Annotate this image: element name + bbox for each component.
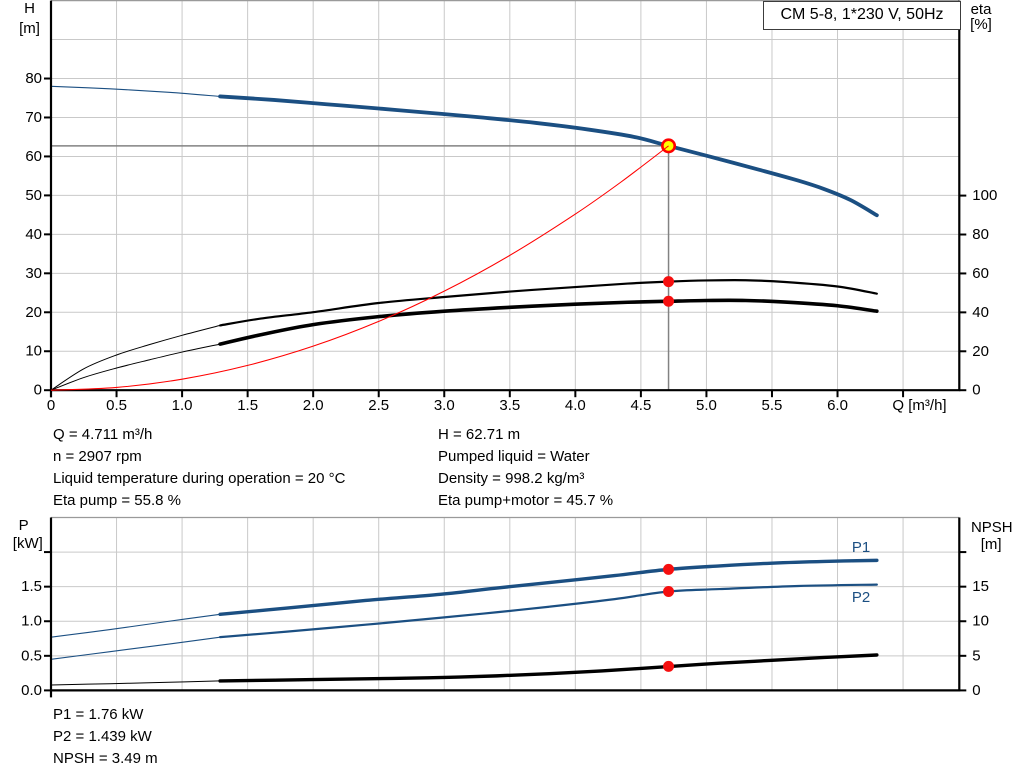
- x-tick-label: 1.0: [172, 397, 193, 414]
- x-tick-label: 4.5: [630, 397, 651, 414]
- y-left-tick-label: 10: [25, 343, 42, 360]
- x-tick-label: 5.5: [762, 397, 783, 414]
- p2-power-curve: [219, 583, 878, 639]
- x-tick-label: 5.0: [696, 397, 717, 414]
- pump-head-curve: [50, 85, 221, 97]
- eta-pump-duty-dot: [663, 276, 675, 288]
- npsh-curve: [218, 653, 879, 683]
- y-left-tick-label: 50: [25, 187, 42, 204]
- npsh-duty-dot: [663, 660, 675, 672]
- y-right-tick-label: 5: [972, 647, 980, 664]
- info-flow: Q = 4.711 m³/h: [53, 425, 153, 443]
- p1-duty-dot: [663, 563, 675, 575]
- p2-duty-dot: [663, 586, 675, 598]
- y-right-tick-label: 0: [972, 682, 980, 699]
- system-curve: [50, 145, 669, 391]
- chart-title-box: CM 5-8, 1*230 V, 50Hz: [763, 1, 961, 30]
- npsh-axis-title: NPSH: [970, 518, 1013, 536]
- y-right-tick-label: 10: [972, 613, 989, 630]
- head-efficiency-chart: 0 0.5 1.0 1.5 2.0 2.5 3.0 3.5 4.0 4.5 5.0 5.5 6.0 0 10…: [25, 0, 997, 414]
- info-density: Density = 998.2 kg/m³: [438, 469, 585, 487]
- chart-title: CM 5-8, 1*230 V, 50Hz: [780, 6, 944, 24]
- eta-pump-motor-curve: [50, 343, 221, 391]
- p1-power-curve: [50, 613, 221, 638]
- x-tick-label: 3.5: [499, 397, 520, 414]
- y-right-tick-label: 0: [972, 382, 980, 399]
- x-tick-label: 2.0: [303, 397, 324, 414]
- y-left-tick-label: 60: [25, 148, 42, 165]
- power-info-column: P1 = 1.76 kW P2 = 1.439 kW NPSH = 3.49 m: [53, 704, 158, 770]
- info-eta-pump-motor: Eta pump+motor = 45.7 %: [438, 491, 614, 509]
- y-right-tick-label: 80: [972, 226, 989, 243]
- y-left-tick-label: 80: [25, 70, 42, 87]
- eta-pump-motor-duty-dot: [663, 295, 675, 307]
- eta-pump-curve: [50, 324, 221, 391]
- eta-pump-motor-curve: [218, 298, 879, 346]
- duty-info-right-column: H = 62.71 m Pumped liquid = Water Densit…: [438, 424, 613, 512]
- info-eta-pump: Eta pump = 55.8 %: [53, 491, 181, 509]
- y-left-tick-label: 70: [25, 109, 42, 126]
- head-axis-title: H: [24, 0, 35, 17]
- x-tick-label: 6.0: [827, 397, 848, 414]
- p1-curve-label: P1: [851, 539, 871, 557]
- info-liquid-temperature: Liquid temperature during operation = 20…: [53, 469, 346, 487]
- eta-axis-unit: [%]: [970, 15, 992, 33]
- y-right-tick-label: 100: [972, 187, 997, 204]
- x-tick-label: 1.5: [237, 397, 258, 414]
- x-tick-label: 3.0: [434, 397, 455, 414]
- eta-pump-curve: [219, 279, 878, 327]
- y-right-tick-label: 15: [972, 578, 989, 595]
- x-tick-label: 2.5: [368, 397, 389, 414]
- y-right-tick-label: 60: [972, 265, 989, 282]
- info-p2: P2 = 1.439 kW: [53, 727, 152, 745]
- flow-axis-title: Q [m³/h]: [892, 396, 947, 414]
- pump-head-curve: [218, 94, 879, 218]
- info-p1: P1 = 1.76 kW: [53, 705, 144, 723]
- npsh-axis-unit: [m]: [980, 536, 1002, 554]
- info-pumped-liquid: Pumped liquid = Water: [438, 447, 590, 465]
- p1-power-curve: [218, 558, 879, 617]
- power-npsh-chart: 0.0 0.5 1.0 1.5 0 5 10 15: [21, 516, 989, 699]
- info-npsh: NPSH = 3.49 m: [53, 749, 158, 767]
- duty-info-left-column: Q = 4.711 m³/h n = 2907 rpm Liquid tempe…: [53, 424, 345, 512]
- y-right-tick-label: 20: [972, 343, 989, 360]
- x-tick-label: 0: [47, 397, 55, 414]
- power-axis-unit: [kW]: [12, 535, 43, 552]
- y-left-tick-label: 20: [25, 304, 42, 321]
- y-left-tick-label: 1.5: [21, 578, 42, 595]
- y-left-tick-label: 30: [25, 265, 42, 282]
- y-left-tick-label: 1.0: [21, 613, 42, 630]
- y-left-tick-label: 0.0: [21, 682, 42, 699]
- p2-curve-label: P2: [851, 588, 871, 606]
- head-axis-unit: [m]: [19, 20, 40, 37]
- x-tick-label: 4.0: [565, 397, 586, 414]
- npsh-curve: [50, 680, 221, 686]
- y-left-tick-label: 0: [34, 382, 42, 399]
- eta-axis-title: eta: [970, 0, 992, 18]
- p2-power-curve: [50, 636, 221, 660]
- y-left-tick-label: 0.5: [21, 647, 42, 664]
- y-left-tick-label: 40: [25, 226, 42, 243]
- power-axis-title: P: [18, 517, 29, 535]
- y-right-tick-label: 40: [972, 304, 989, 321]
- x-tick-label: 0.5: [106, 397, 127, 414]
- info-speed: n = 2907 rpm: [53, 447, 142, 465]
- info-head: H = 62.71 m: [438, 425, 521, 443]
